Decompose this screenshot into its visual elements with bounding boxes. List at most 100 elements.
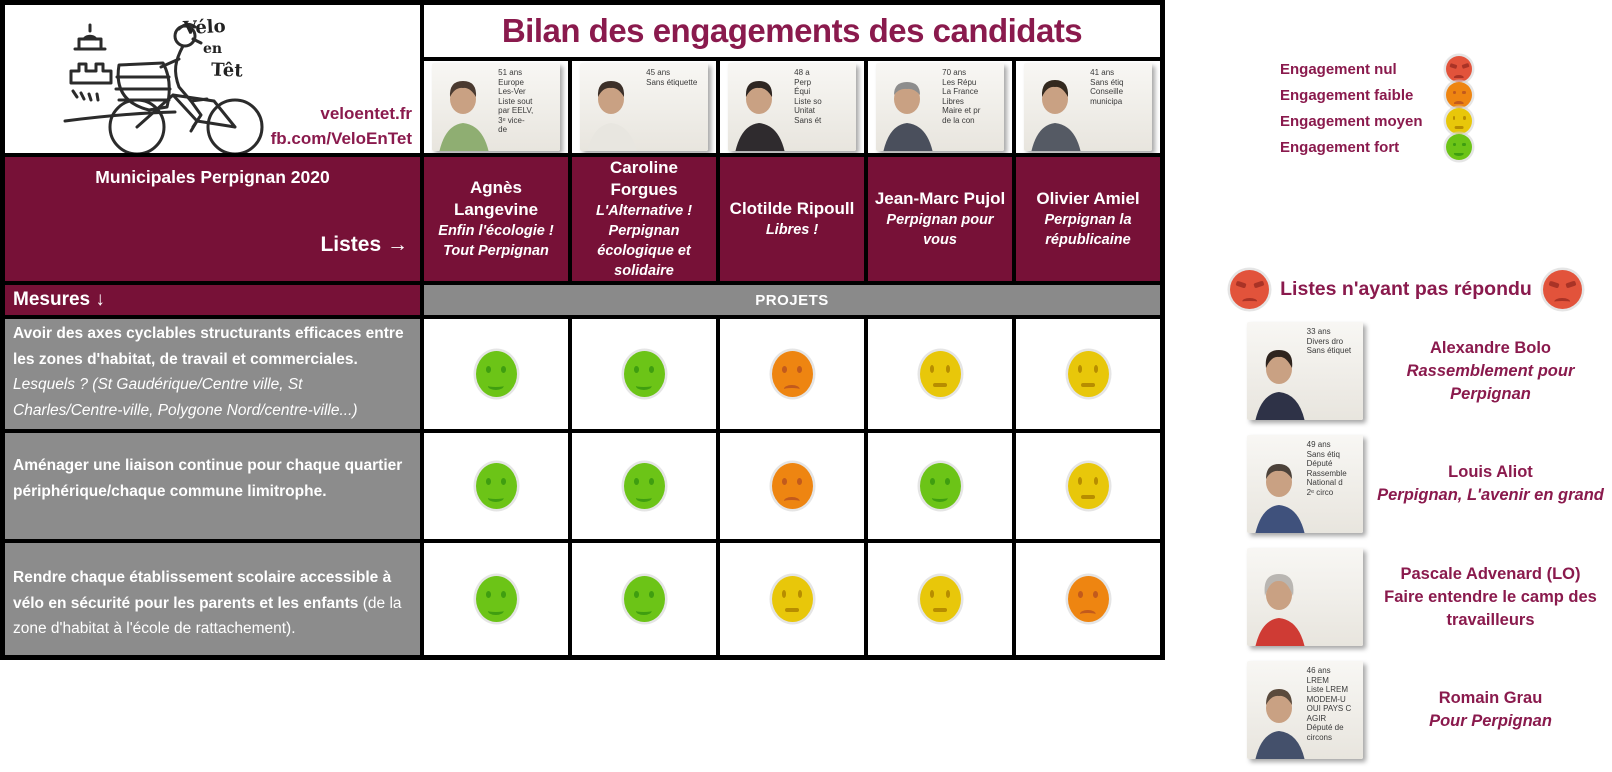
non-responder-name: Alexandre Bolo <box>1429 338 1552 357</box>
legend-label: Engagement faible <box>1280 86 1414 104</box>
candidate-photo-caption: 48 a Perp Équi Liste so Unitat Sans ét <box>794 68 822 125</box>
candidate-header: Agnès Langevine Enfin l'écologie ! Tout … <box>424 157 568 281</box>
candidate-photo-caption: 41 ans Sans étiq Conseille municipa <box>1090 68 1124 106</box>
non-responder-list-name: Faire entendre le camp des travailleurs <box>1384 587 1597 629</box>
candidate-photo-caption: 45 ans Sans étiquette <box>646 68 698 87</box>
candidate-list-name: L'Alternative ! Perpignan écologique et … <box>595 203 693 279</box>
non-responder-entry: Pascale Advenard (LO) Faire entendre le … <box>1200 548 1612 646</box>
engagement-cell <box>572 319 716 429</box>
non-responder-list-name: Pour Perpignan <box>1429 712 1552 730</box>
candidate-header: Olivier Amiel Perpignan la républicaine <box>1016 157 1160 281</box>
engagement-face <box>919 351 961 397</box>
projects-band: PROJETS <box>424 285 1160 315</box>
engagement-cell <box>720 543 864 655</box>
engagement-face <box>919 463 961 509</box>
engagement-cell <box>1016 433 1160 539</box>
non-responders-title: Listes n'ayant pas répondu <box>1280 278 1532 300</box>
non-responder-photo: 49 ans Sans étiq Député Rassemble Nation… <box>1247 435 1363 533</box>
candidate-name: Olivier Amiel <box>1036 189 1140 208</box>
engagement-face <box>1067 576 1109 622</box>
engagement-cell <box>572 543 716 655</box>
engagement-cell <box>424 433 568 539</box>
candidate-name: Jean-Marc Pujol <box>874 189 1006 208</box>
measure-text: Avoir des axes cyclables structurants ef… <box>5 319 420 429</box>
engagement-face <box>771 463 813 509</box>
logo-word-velo: Vélo <box>182 15 227 40</box>
engagement-face <box>771 351 813 397</box>
engagement-face <box>475 463 517 509</box>
candidate-photo-cell: 48 a Perp Équi Liste so Unitat Sans ét <box>720 61 864 153</box>
non-responder-photo <box>1247 548 1363 646</box>
measure-text: Aménager une liaison continue pour chaqu… <box>5 433 420 539</box>
candidate-list-name: Perpignan pour vous <box>886 212 994 248</box>
non-responders-list: 33 ans Divers dro Sans étiquet Alexandre… <box>1200 322 1612 772</box>
non-responder-entry: 49 ans Sans étiq Député Rassemble Nation… <box>1200 435 1612 533</box>
candidate-photo-cell: 45 ans Sans étiquette <box>572 61 716 153</box>
candidate-name: Agnès Langevine <box>453 178 539 219</box>
candidate-photo-cell: 41 ans Sans étiq Conseille municipa <box>1016 61 1160 153</box>
engagement-face <box>771 576 813 622</box>
candidate-photo: 45 ans Sans étiquette <box>580 63 708 151</box>
candidate-header: Jean-Marc Pujol Perpignan pour vous <box>868 157 1012 281</box>
engagement-moyen-icon <box>1446 108 1472 134</box>
candidate-photo-caption: 51 ans Europe Les-Ver Liste sout par EEL… <box>498 68 534 134</box>
engagement-nul-icon <box>1446 56 1472 82</box>
legend-row: Engagement faible <box>1280 82 1472 108</box>
legend-label: Engagement fort <box>1280 138 1400 156</box>
engagement-legend: Engagement nul Engagement faible Engagem… <box>1280 56 1472 160</box>
election-title: Municipales Perpignan 2020 <box>95 167 330 187</box>
engagement-face <box>623 463 665 509</box>
logo-word-tet: Têt <box>210 59 243 82</box>
website-link: veloentet.fr <box>320 104 412 123</box>
lists-arrow-label: Listes → <box>320 233 408 256</box>
candidate-list-name: Libres ! <box>765 222 819 238</box>
logo-cell: Vélo en Têt veloentet.fr fb.com/VeloEnTe… <box>5 5 420 153</box>
non-responder-entry: 33 ans Divers dro Sans étiquet Alexandre… <box>1200 322 1612 420</box>
velo-en-tet-logo <box>63 22 264 153</box>
non-responder-entry: 46 ans LREM Liste LREM MODEM-U OUI PAYS … <box>1200 661 1612 759</box>
engagement-cell <box>1016 543 1160 655</box>
non-responder-name: Romain Grau <box>1438 689 1543 707</box>
non-responder-name: Pascale Advenard (LO) <box>1400 564 1581 583</box>
non-responder-photo-caption: 49 ans Sans étiq Député Rassemble Nation… <box>1306 440 1347 497</box>
logo-word-en: en <box>203 41 223 57</box>
engagement-cell <box>720 319 864 429</box>
candidate-photo-cell: 70 ans Les Répu La France Libres Maire e… <box>868 61 1012 153</box>
engagement-cell <box>1016 319 1160 429</box>
candidate-list-name: Perpignan la républicaine <box>1044 212 1132 248</box>
engagement-cell <box>572 433 716 539</box>
engagement-face <box>1067 463 1109 509</box>
non-responder-list-name: Perpignan, L'avenir en grand <box>1377 486 1604 504</box>
non-responder-name: Louis Aliot <box>1448 463 1533 481</box>
engagement-face <box>623 576 665 622</box>
candidate-photo: 48 a Perp Équi Liste so Unitat Sans ét <box>728 63 856 151</box>
legend-row: Engagement nul <box>1280 56 1472 82</box>
engagement-faible-icon <box>1446 82 1472 108</box>
title-cell: Bilan des engagements des candidats <box>424 5 1160 57</box>
candidate-list-name: Enfin l'écologie ! Tout Perpignan <box>438 223 554 259</box>
non-responder-list-name: Rassemblement pour Perpignan <box>1406 361 1575 403</box>
non-responder-photo: 46 ans LREM Liste LREM MODEM-U OUI PAYS … <box>1247 661 1363 759</box>
candidate-header: Caroline Forgues L'Alternative ! Perpign… <box>572 157 716 281</box>
engagement-face <box>475 576 517 622</box>
legend-row: Engagement fort <box>1280 134 1472 160</box>
candidate-photo: 70 ans Les Répu La France Libres Maire e… <box>876 63 1004 151</box>
engagements-table: Vélo en Têt veloentet.fr fb.com/VeloEnTe… <box>0 0 1165 660</box>
angry-face-icon <box>1230 270 1270 309</box>
candidate-name: Caroline Forgues <box>609 158 679 199</box>
engagement-cell <box>868 319 1012 429</box>
non-responder-photo: 33 ans Divers dro Sans étiquet <box>1247 322 1363 420</box>
engagement-cell <box>424 543 568 655</box>
page-title: Bilan des engagements des candidats <box>501 12 1083 49</box>
engagement-face <box>475 351 517 397</box>
candidate-photo-caption: 70 ans Les Répu La France Libres Maire e… <box>942 68 981 125</box>
engagement-cell <box>868 543 1012 655</box>
candidate-photo: 41 ans Sans étiq Conseille municipa <box>1024 63 1152 151</box>
angry-face-icon <box>1542 270 1582 309</box>
engagement-face <box>919 576 961 622</box>
election-header-cell: Municipales Perpignan 2020 Listes → <box>5 157 420 281</box>
engagement-cell <box>424 319 568 429</box>
legend-row: Engagement moyen <box>1280 108 1472 134</box>
non-responders-header: Listes n'ayant pas répondu <box>1200 270 1612 309</box>
